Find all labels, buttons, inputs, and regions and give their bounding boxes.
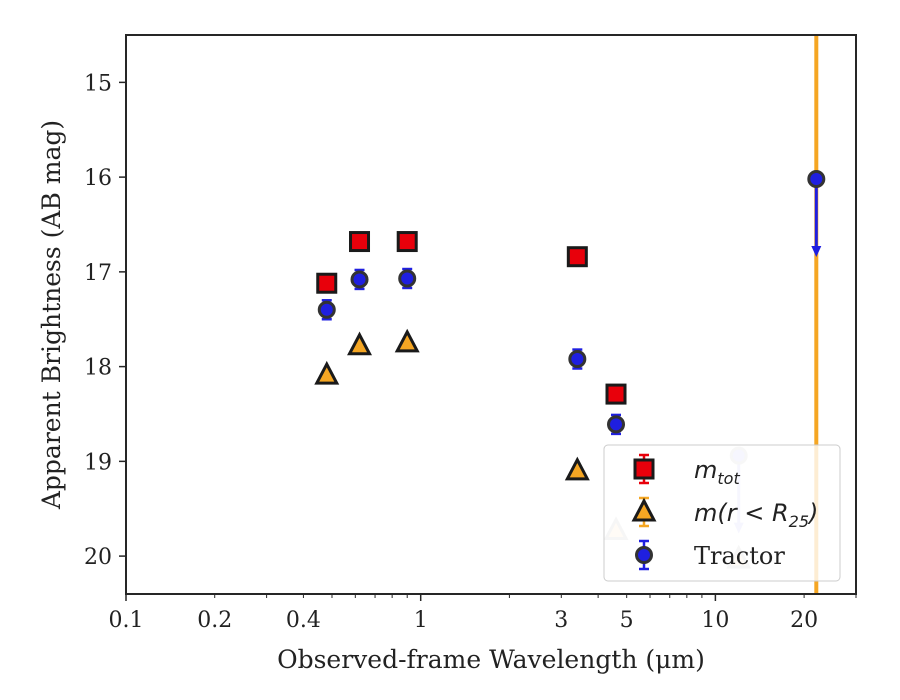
data-point-circle (568, 348, 587, 370)
data-point-circle (350, 268, 369, 291)
marker-circle (807, 170, 826, 189)
marker-square (566, 246, 588, 268)
data-point-circle (607, 413, 626, 436)
marker-circle (350, 270, 369, 289)
x-axis-ticks: 0.1 0.2 0.4 1 3 5 10 20 (109, 594, 857, 633)
y-tick-label: 20 (84, 545, 112, 570)
data-point-square (605, 383, 627, 405)
x-tick-label: 3 (554, 608, 568, 633)
legend-label: mtot (694, 456, 740, 488)
y-axis-ticks: 15 16 17 18 19 20 (84, 71, 126, 570)
y-tick-label: 16 (84, 166, 112, 191)
legend-entry: m(r < R25) (631, 496, 818, 531)
data-point-square (349, 231, 371, 253)
marker-circle (568, 350, 587, 369)
marker-circle (607, 415, 626, 434)
data-point-triangle (314, 360, 340, 385)
x-tick-label: 1 (414, 608, 428, 633)
marker-triangle (394, 328, 420, 353)
marker-triangle (347, 331, 372, 356)
data-point-triangle (564, 456, 590, 481)
x-axis-label: Observed-frame Wavelength (μm) (277, 645, 705, 674)
legend-marker-circle (635, 546, 653, 564)
marker-triangle (564, 456, 590, 481)
legend-box (603, 444, 841, 582)
y-tick-label: 18 (84, 356, 112, 381)
data-point-triangle (347, 331, 372, 356)
marker-square (316, 272, 338, 294)
data-point-square (566, 246, 588, 268)
data-point-square (396, 231, 418, 253)
legend-marker-triangle (631, 497, 657, 522)
marker-circle (398, 269, 417, 288)
marker-square (605, 383, 627, 405)
legend-marker-square (633, 458, 655, 480)
y-tick-label: 17 (84, 261, 112, 286)
marker-square (349, 231, 371, 253)
x-tick-label: 0.2 (197, 608, 232, 633)
legend-entry: Tractor (635, 539, 785, 571)
legend-label: Tractor (694, 542, 785, 570)
marker-triangle (314, 360, 340, 385)
data-point-circle (317, 299, 336, 321)
y-axis-label: Apparent Brightness (AB mag) (37, 120, 66, 510)
data-point-triangle (394, 328, 420, 353)
data-point-circle (398, 267, 417, 290)
x-tick-label: 0.4 (286, 608, 321, 633)
x-tick-label: 10 (701, 608, 729, 633)
legend-entry: mtot (633, 453, 740, 488)
plot-frame (125, 34, 857, 595)
marker-circle (317, 300, 336, 319)
legend-label: m(r < R25) (694, 499, 818, 531)
y-tick-label: 15 (84, 71, 112, 96)
data-point-circle (807, 170, 826, 258)
data-point-square (316, 272, 338, 294)
y-tick-label: 19 (84, 450, 112, 475)
x-tick-label: 5 (620, 608, 634, 633)
x-tick-label: 0.1 (109, 608, 144, 633)
marker-square (396, 231, 418, 253)
x-tick-label: 20 (790, 608, 818, 633)
legend: mtot m(r < R25) Tractor (603, 444, 841, 582)
